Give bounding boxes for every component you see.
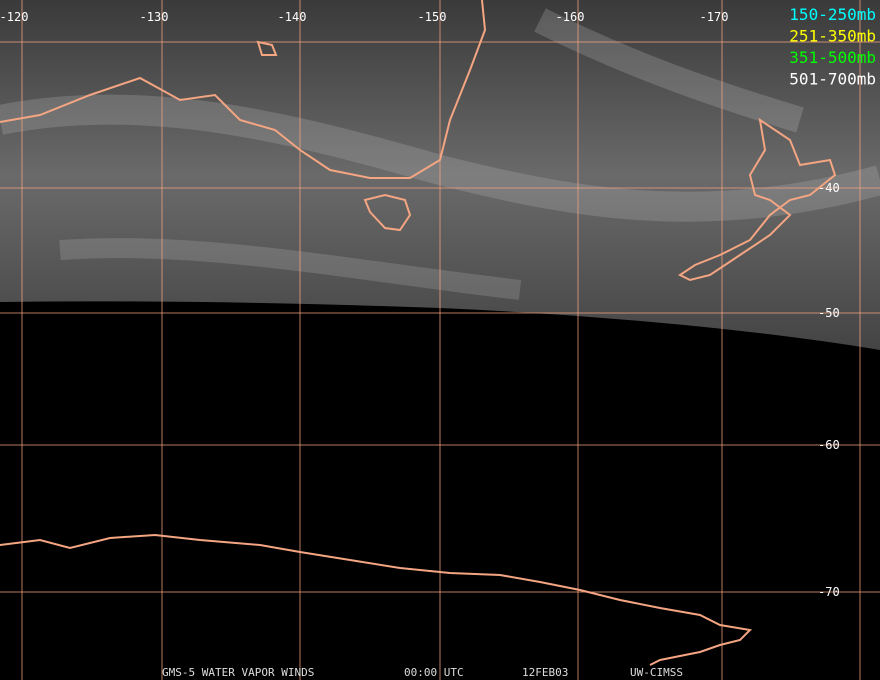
latitude-label: -60 [818, 438, 840, 452]
latitude-label: -50 [818, 306, 840, 320]
footer: GMS-5 WATER VAPOR WINDS 00:00 UTC 12FEB03 U… [162, 666, 683, 679]
coastline [256, 40, 278, 56]
longitude-label: -120 [0, 10, 28, 24]
coastline [678, 117, 837, 282]
coastline [363, 193, 412, 232]
coastline [0, 533, 753, 666]
legend-entry: 251-350mb [789, 27, 876, 46]
longitude-label: -130 [140, 10, 169, 24]
legend-entry: 351-500mb [789, 48, 876, 67]
longitude-label: -170 [700, 10, 729, 24]
latitude-label: -40 [818, 181, 840, 195]
legend-entry: 150-250mb [789, 5, 876, 24]
footer-time: 00:00 UTC [404, 666, 464, 679]
longitude-label: -160 [556, 10, 585, 24]
legend-entry: 501-700mb [789, 70, 876, 89]
footer-product: GMS-5 WATER VAPOR WINDS [162, 666, 314, 679]
cloud-band [534, 8, 804, 133]
footer-date: 12FEB03 [522, 666, 568, 679]
longitude-label: -150 [418, 10, 447, 24]
footer-source: UW-CIMSS [630, 666, 683, 679]
legend: 150-250mb 251-350mb 351-500mb 501-700mb [789, 5, 876, 89]
cloud-band [59, 238, 522, 300]
longitude-label: -140 [278, 10, 307, 24]
latitude-label: -70 [818, 585, 840, 599]
